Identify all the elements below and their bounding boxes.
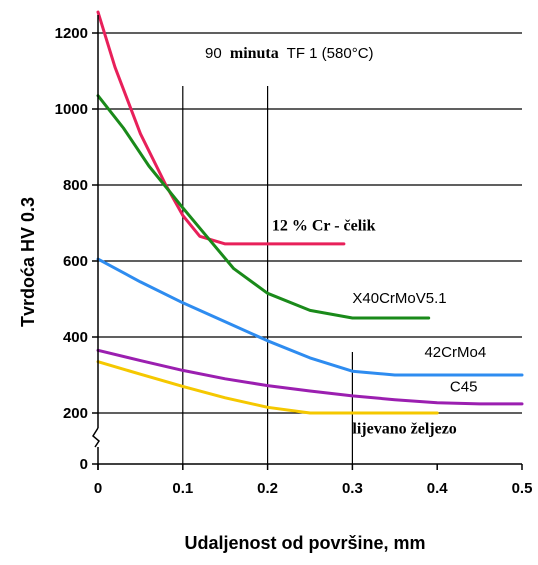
x-tick-label-0: 0 [94,480,102,497]
axis-break-mark [92,427,100,448]
axes [92,15,523,470]
grid [98,32,522,464]
y-tick-label-1200: 1200 [55,25,88,42]
series-label-2: 42CrMo4 [424,344,486,361]
x-axis-title: Udaljenost od površine, mm [184,533,425,553]
series-line-4 [96,360,439,415]
condition-annotation: 90 minuta TF 1 (580°C) [205,45,374,62]
series-label-3: C45 [450,379,478,396]
series-line-2 [96,257,524,377]
series-line-1 [96,94,431,320]
series-lines [96,10,524,415]
x-tick-label-0.3: 0.3 [342,480,363,497]
x-tick-label-0.2: 0.2 [257,480,278,497]
y-tick-label-400: 400 [63,329,88,346]
y-tick-label-200: 200 [63,405,88,422]
y-tick-label-800: 800 [63,177,88,194]
y-tick-label-0: 0 [80,456,88,473]
condition-part-2: minuta [230,45,279,62]
series-label-0: 12 % Cr - čelik [272,218,376,235]
series-line-3 [96,348,524,406]
series-line-0 [96,10,346,246]
condition-part-1: 90 [205,45,222,62]
x-tick-label-0.5: 0.5 [512,480,533,497]
series-label-1: X40CrMoV5.1 [352,290,446,307]
y-axis-title: Tvrdoća HV 0.3 [18,197,38,327]
series-label-4: lijevano željezo [352,421,456,438]
y-tick-label-1000: 1000 [55,101,88,118]
condition-part-3: TF 1 (580°C) [287,45,374,62]
x-tick-label-0.4: 0.4 [427,480,449,497]
y-tick-label-600: 600 [63,253,88,270]
labels: 0 200 400 600 800 1000 1200 0 0.1 0.2 0.3 0.4 0.5 12 … [55,25,533,497]
x-tick-label-0.1: 0.1 [172,480,193,497]
